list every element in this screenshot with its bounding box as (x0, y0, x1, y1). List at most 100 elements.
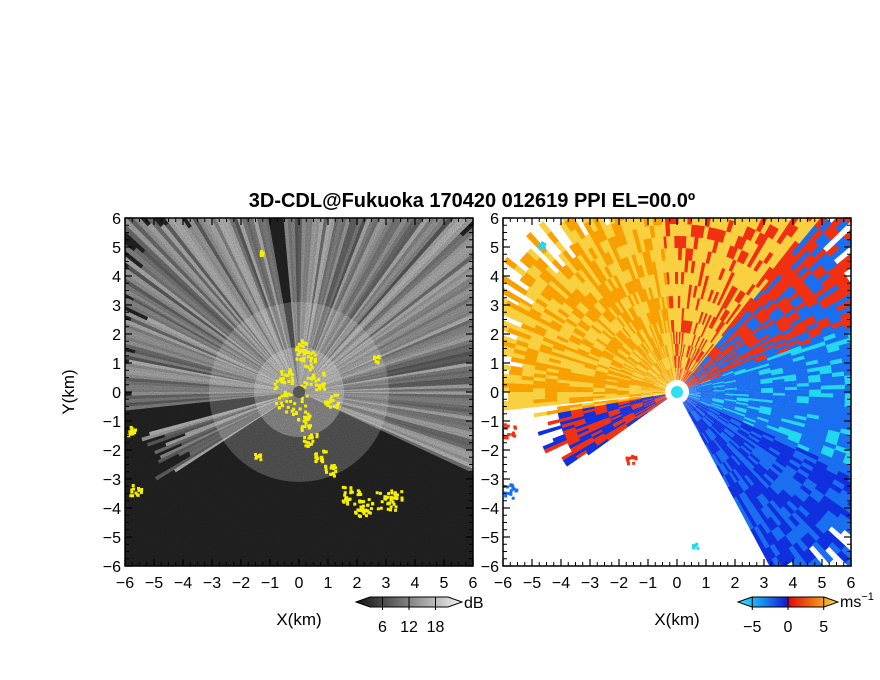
velocity-cell (631, 405, 645, 412)
velocity-cell (610, 289, 620, 303)
velocity-cell (578, 432, 592, 441)
snr-flag-pixel (130, 427, 134, 431)
velocity-cell (796, 395, 810, 401)
velocity-cell (644, 325, 653, 339)
velocity-cell (660, 295, 666, 310)
velocity-cell (636, 412, 648, 421)
velocity-cell (503, 382, 510, 388)
velocity-cell (756, 462, 769, 474)
velocity-cell (599, 313, 611, 325)
velocity-cell (576, 285, 588, 298)
velocity-outlier (509, 484, 513, 488)
velocity-cell (729, 355, 742, 364)
lidar-site-marker-right (671, 386, 683, 398)
velocity-cell (857, 527, 871, 540)
velocity-cell (581, 280, 594, 293)
velocity-cell (713, 438, 723, 451)
velocity-cell (730, 484, 740, 498)
velocity-cell (740, 423, 754, 432)
velocity-cell (581, 337, 594, 347)
velocity-cell (709, 426, 720, 437)
snr-flag-pixel (291, 379, 295, 383)
velocity-cell (635, 364, 648, 373)
velocity-cell (776, 246, 789, 260)
velocity-cell (793, 261, 807, 275)
velocity-cell (808, 403, 822, 409)
snr-flag-pixel (137, 488, 141, 492)
velocity-cell (707, 344, 718, 356)
velocity-cell (643, 402, 656, 410)
velocity-cell (682, 370, 690, 382)
snr-flag-pixel (300, 384, 304, 388)
velocity-cell (702, 274, 710, 288)
velocity-cell (660, 372, 670, 383)
velocity-cell (827, 429, 842, 438)
snr-flag-pixel (322, 373, 326, 377)
velocity-cell (567, 276, 580, 289)
velocity-cell (700, 433, 709, 446)
velocity-cell (719, 412, 732, 421)
velocity-cell (807, 194, 820, 208)
velocity-cell (673, 367, 676, 381)
velocity-cell (854, 511, 868, 523)
velocity-cell (607, 367, 621, 374)
snr-flag-pixel (366, 503, 370, 507)
velocity-cell (868, 403, 880, 409)
velocity-outlier (542, 246, 546, 250)
velocity-cell (641, 399, 655, 405)
velocity-cell (725, 297, 735, 311)
velocity-cell (693, 408, 704, 419)
velocity-cell (736, 398, 750, 403)
velocity-cell (702, 201, 709, 215)
velocity-cell (697, 297, 703, 312)
velocity-cell (746, 368, 760, 374)
velocity-cell (707, 366, 720, 375)
velocity-cell (751, 483, 763, 497)
velocity-cell (616, 258, 626, 272)
velocity-cell (749, 256, 761, 270)
velocity-cell (729, 218, 736, 222)
velocity-cell (631, 265, 639, 280)
velocity-cell (792, 420, 807, 428)
velocity-cell (692, 284, 698, 298)
velocity-cell (748, 381, 762, 386)
velocity-cell (869, 377, 880, 383)
velocity-cell (592, 287, 604, 300)
velocity-cell (857, 393, 870, 398)
velocity-cell (764, 429, 778, 438)
velocity-cell (516, 335, 530, 345)
velocity-cell (653, 348, 661, 361)
velocity-cell (722, 230, 731, 245)
velocity-cell (657, 223, 664, 238)
velocity-cell (772, 311, 786, 323)
velocity-cell (755, 444, 768, 455)
velocity-cell (746, 227, 757, 242)
velocity-cell (600, 252, 611, 267)
velocity-cell (789, 529, 802, 544)
velocity-cell (664, 369, 672, 382)
velocity-cell (517, 301, 532, 313)
velocity-cell (678, 218, 684, 225)
velocity-cell (619, 327, 630, 340)
velocity-cell (524, 290, 538, 302)
velocity-cell (519, 256, 534, 269)
velocity-cell (630, 374, 644, 381)
velocity-cell (711, 399, 725, 404)
velocity-cell (535, 275, 549, 288)
velocity-cell (679, 343, 682, 357)
velocity-cell (634, 410, 647, 419)
velocity-cell (835, 218, 849, 233)
velocity-cell (781, 535, 794, 550)
velocity-cell (744, 414, 758, 422)
velocity-cell (712, 392, 726, 394)
velocity-cell (746, 268, 758, 282)
y-tick-label: 5 (490, 240, 499, 257)
snr-flag-pixel (310, 377, 314, 381)
velocity-cell (768, 359, 782, 366)
velocity-cell (777, 346, 791, 355)
velocity-cell (733, 496, 743, 510)
velocity-cell (607, 306, 618, 319)
velocity-cell (692, 296, 698, 310)
velocity-cell (806, 362, 820, 370)
velocity-cell (642, 287, 649, 302)
